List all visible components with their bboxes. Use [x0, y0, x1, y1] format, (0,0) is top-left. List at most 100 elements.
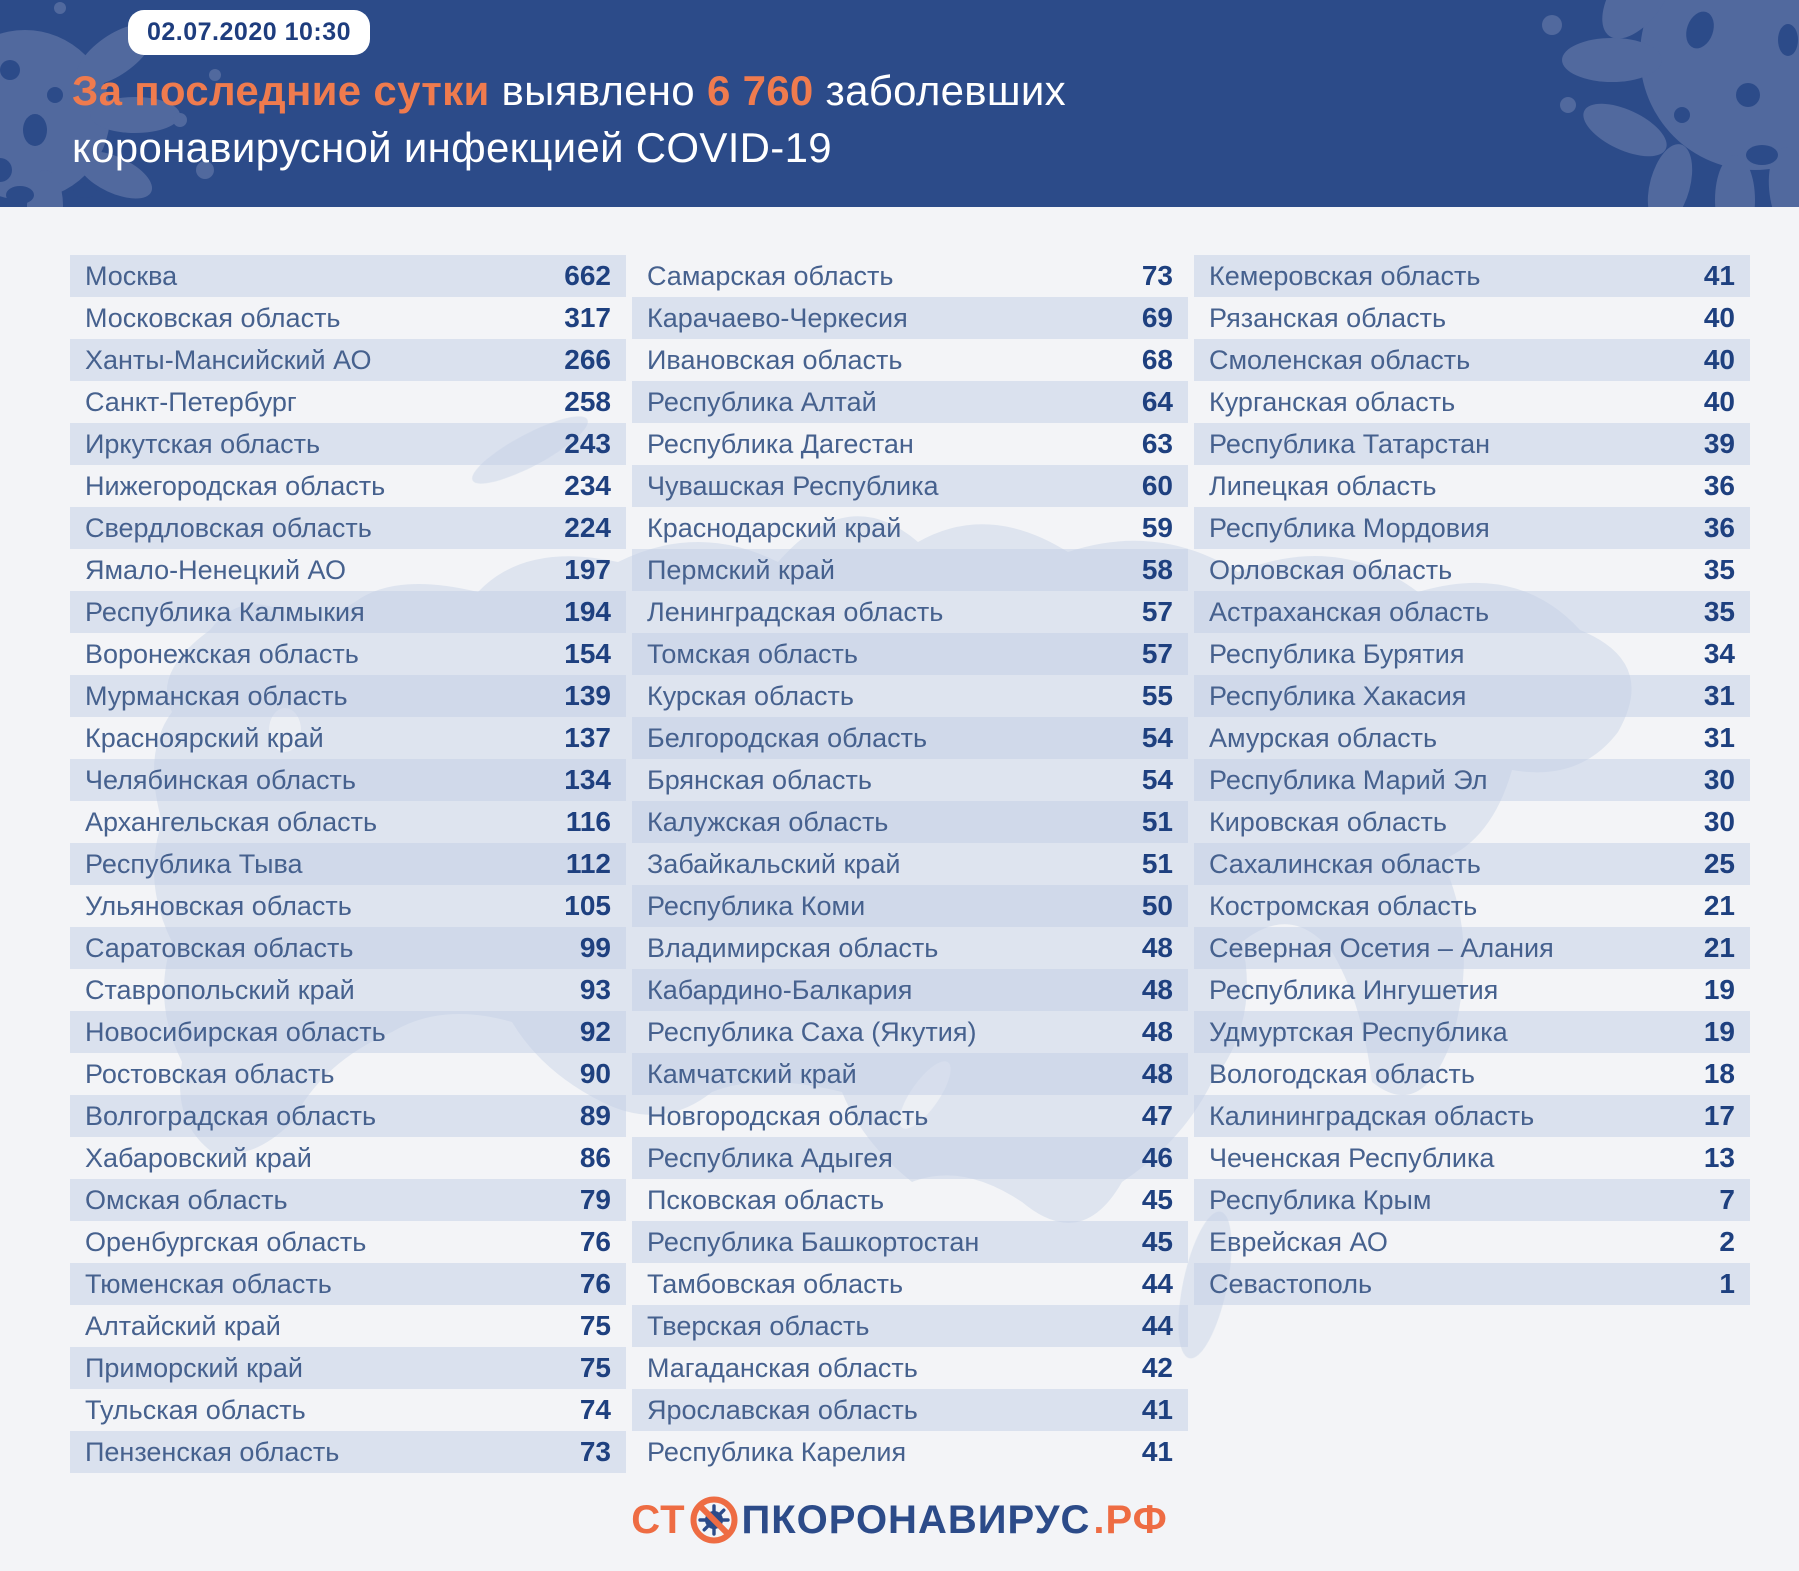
- region-value: 34: [1703, 638, 1735, 669]
- region-row: Ленинградская область 57: [632, 591, 1188, 633]
- region-name: Нижегородская область: [85, 470, 386, 501]
- title-mid: выявлено: [489, 67, 707, 114]
- region-value: 36: [1703, 512, 1735, 543]
- title-line-2: коронавирусной инфекцией COVID-19: [72, 124, 832, 171]
- region-value: 93: [579, 974, 611, 1005]
- region-row: Свердловская область 224: [70, 507, 626, 549]
- region-row: Ханты-Мансийский АО 266: [70, 339, 626, 381]
- region-name: Курская область: [647, 680, 854, 711]
- region-value: 19: [1703, 1016, 1735, 1047]
- region-name: Сахалинская область: [1209, 848, 1481, 879]
- region-name: Тамбовская область: [647, 1268, 904, 1299]
- region-row: Кемеровская область 41: [1194, 255, 1750, 297]
- region-name: Омская область: [85, 1184, 288, 1215]
- region-value: 75: [579, 1310, 611, 1341]
- region-value: 76: [579, 1268, 611, 1299]
- region-name: Вологодская область: [1209, 1058, 1475, 1089]
- region-value: 30: [1703, 806, 1735, 837]
- region-row: Республика Ингушетия 19: [1194, 969, 1750, 1011]
- region-value: 35: [1703, 554, 1735, 585]
- region-row: Камчатский край 48: [632, 1053, 1188, 1095]
- region-value: 258: [564, 386, 611, 417]
- region-row: Ивановская область 68: [632, 339, 1188, 381]
- region-row: Приморский край 75: [70, 1347, 626, 1389]
- region-row: Орловская область 35: [1194, 549, 1750, 591]
- region-value: 662: [564, 260, 611, 291]
- region-row: Удмуртская Республика 19: [1194, 1011, 1750, 1053]
- region-name: Рязанская область: [1209, 302, 1447, 333]
- region-value: 73: [1141, 260, 1173, 291]
- region-row: Алтайский край 75: [70, 1305, 626, 1347]
- region-name: Саратовская область: [85, 932, 354, 963]
- region-row: Чеченская Республика 13: [1194, 1137, 1750, 1179]
- region-name: Краснодарский край: [647, 512, 902, 543]
- region-row: Липецкая область 36: [1194, 465, 1750, 507]
- region-name: Свердловская область: [85, 512, 372, 543]
- region-row: Иркутская область 243: [70, 423, 626, 465]
- region-value: 1: [1719, 1268, 1735, 1299]
- region-row: Новосибирская область 92: [70, 1011, 626, 1053]
- region-row: Самарская область 73: [632, 255, 1188, 297]
- timestamp-text: 02.07.2020 10:30: [147, 18, 352, 46]
- region-name: Республика Татарстан: [1209, 428, 1491, 459]
- region-value: 89: [579, 1100, 611, 1131]
- region-value: 40: [1703, 344, 1735, 375]
- region-value: 35: [1703, 596, 1735, 627]
- region-row: Тамбовская область 44: [632, 1263, 1188, 1305]
- region-name: Республика Калмыкия: [85, 596, 365, 627]
- region-value: 92: [579, 1016, 611, 1047]
- region-value: 139: [564, 680, 611, 711]
- region-name: Республика Дагестан: [647, 428, 914, 459]
- region-row: Курская область 55: [632, 675, 1188, 717]
- region-value: 57: [1141, 596, 1173, 627]
- region-row: Республика Алтай 64: [632, 381, 1188, 423]
- region-name: Костромская область: [1209, 890, 1478, 921]
- region-value: 17: [1703, 1100, 1735, 1131]
- region-row: Брянская область 54: [632, 759, 1188, 801]
- region-value: 36: [1703, 470, 1735, 501]
- region-value: 86: [579, 1142, 611, 1173]
- region-value: 21: [1703, 890, 1735, 921]
- region-name: Кабардино-Балкария: [647, 974, 913, 1005]
- region-row: Ямало-Ненецкий АО 197: [70, 549, 626, 591]
- region-table-column-3: Кемеровская область 41 Рязанская область 40…: [1194, 255, 1750, 1305]
- no-virus-icon: [690, 1496, 738, 1544]
- region-row: Тюменская область 76: [70, 1263, 626, 1305]
- region-name: Республика Коми: [647, 890, 866, 921]
- region-row: Санкт-Петербург 258: [70, 381, 626, 423]
- region-value: 266: [564, 344, 611, 375]
- region-value: 41: [1703, 260, 1735, 291]
- region-name: Архангельская область: [85, 806, 378, 837]
- region-value: 134: [564, 764, 611, 795]
- region-row: Вологодская область 18: [1194, 1053, 1750, 1095]
- region-value: 50: [1141, 890, 1173, 921]
- region-row: Мурманская область 139: [70, 675, 626, 717]
- region-row: Тверская область 44: [632, 1305, 1188, 1347]
- region-row: Республика Бурятия 34: [1194, 633, 1750, 675]
- header-decorations: [0, 0, 1799, 207]
- region-name: Чеченская Республика: [1209, 1142, 1495, 1173]
- title-highlight: За последние сутки: [72, 67, 490, 114]
- region-name: Республика Адыгея: [647, 1142, 893, 1173]
- region-row: Астраханская область 35: [1194, 591, 1750, 633]
- region-row: Калининградская область 17: [1194, 1095, 1750, 1137]
- region-value: 45: [1141, 1184, 1173, 1215]
- region-name: Республика Бурятия: [1209, 638, 1465, 669]
- region-name: Республика Алтай: [647, 386, 877, 417]
- header: 02.07.2020 10:30 За последние сутки выяв…: [0, 0, 1799, 207]
- region-value: 137: [564, 722, 611, 753]
- region-row: Саратовская область 99: [70, 927, 626, 969]
- region-name: Мурманская область: [85, 680, 348, 711]
- region-name: Калужская область: [647, 806, 889, 837]
- region-row: Омская область 79: [70, 1179, 626, 1221]
- region-row: Оренбургская область 76: [70, 1221, 626, 1263]
- region-name: Карачаево-Черкесия: [647, 302, 908, 333]
- region-row: Краснодарский край 59: [632, 507, 1188, 549]
- region-row: Амурская область 31: [1194, 717, 1750, 759]
- region-value: 39: [1703, 428, 1735, 459]
- page-title: За последние сутки выявлено 6 760 заболе…: [72, 62, 1066, 176]
- region-row: Республика Мордовия 36: [1194, 507, 1750, 549]
- region-name: Республика Тыва: [85, 848, 303, 879]
- region-name: Республика Крым: [1209, 1184, 1432, 1215]
- region-name: Астраханская область: [1209, 596, 1490, 627]
